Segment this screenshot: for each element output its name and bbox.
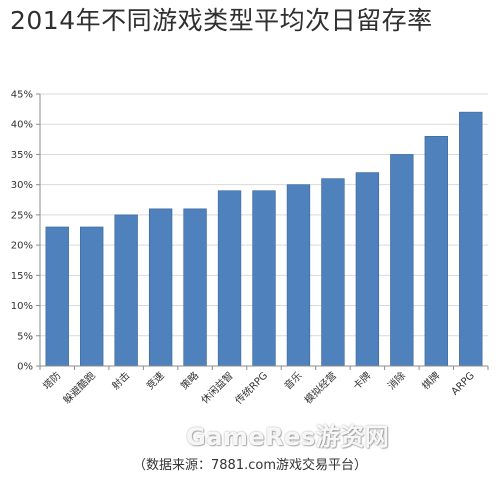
x-category-label: 卡牌 bbox=[350, 369, 373, 392]
y-tick-label: 40% bbox=[11, 120, 33, 131]
bar-6 bbox=[217, 190, 242, 367]
x-category-label: 传统RPG bbox=[232, 369, 270, 407]
bar-13 bbox=[459, 111, 483, 367]
bar-5 bbox=[183, 208, 207, 367]
bar-chart: 0% 5% 10% 15% 20% 25% 30% 35% 40% 45% 塔防 躲避酷跑 射击 竞速策… bbox=[0, 80, 500, 450]
bar-9 bbox=[321, 178, 345, 367]
bar-7 bbox=[252, 190, 276, 367]
y-tick-label: 0% bbox=[17, 362, 33, 373]
bar-12 bbox=[424, 136, 448, 367]
x-category-label: 休闲益智 bbox=[198, 369, 235, 406]
y-tick-label: 20% bbox=[11, 241, 33, 252]
x-category-label: 棋牌 bbox=[419, 369, 442, 392]
y-tick-label: 10% bbox=[11, 301, 33, 312]
watermark-gameres: GameRes游资网 bbox=[186, 423, 390, 451]
source-note: （数据来源：7881.com游戏交易平台） bbox=[133, 458, 367, 473]
y-tick-label: 35% bbox=[11, 150, 33, 161]
y-axis-ticks: 0% 5% 10% 15% 20% 25% 30% 35% 40% 45% bbox=[11, 90, 40, 373]
x-category-label: 塔防 bbox=[40, 369, 63, 392]
x-category-label: ARPG bbox=[450, 370, 477, 397]
x-category-label: 音乐 bbox=[281, 369, 304, 392]
x-category-label: 射击 bbox=[110, 370, 133, 393]
bar-3 bbox=[114, 214, 138, 367]
y-tick-label: 30% bbox=[11, 180, 33, 191]
axes bbox=[39, 94, 489, 370]
bar-8 bbox=[286, 184, 311, 367]
chart-title: 2014年不同游戏类型平均次日留存率 bbox=[10, 6, 433, 35]
bar-1 bbox=[45, 226, 69, 367]
x-category-label: 竞速 bbox=[143, 369, 166, 392]
bar-10 bbox=[355, 172, 380, 367]
bar-11 bbox=[390, 154, 414, 367]
bar-4 bbox=[148, 208, 173, 367]
bar-2 bbox=[80, 226, 104, 367]
x-category-label: 策略 bbox=[178, 369, 201, 392]
x-category-label: 消除 bbox=[385, 369, 408, 392]
y-tick-label: 15% bbox=[11, 271, 33, 282]
x-category-label: 模拟经营 bbox=[302, 369, 339, 406]
bar-chart-svg: 0% 5% 10% 15% 20% 25% 30% 35% 40% 45% 塔防躲避酷跑 射击 竞速策… bbox=[11, 90, 489, 407]
x-category-label: 躲避酷跑 bbox=[60, 369, 97, 406]
y-tick-label: 25% bbox=[11, 210, 33, 221]
y-tick-label: 5% bbox=[17, 331, 33, 342]
bars bbox=[45, 111, 483, 367]
y-tick-label: 45% bbox=[11, 90, 33, 101]
